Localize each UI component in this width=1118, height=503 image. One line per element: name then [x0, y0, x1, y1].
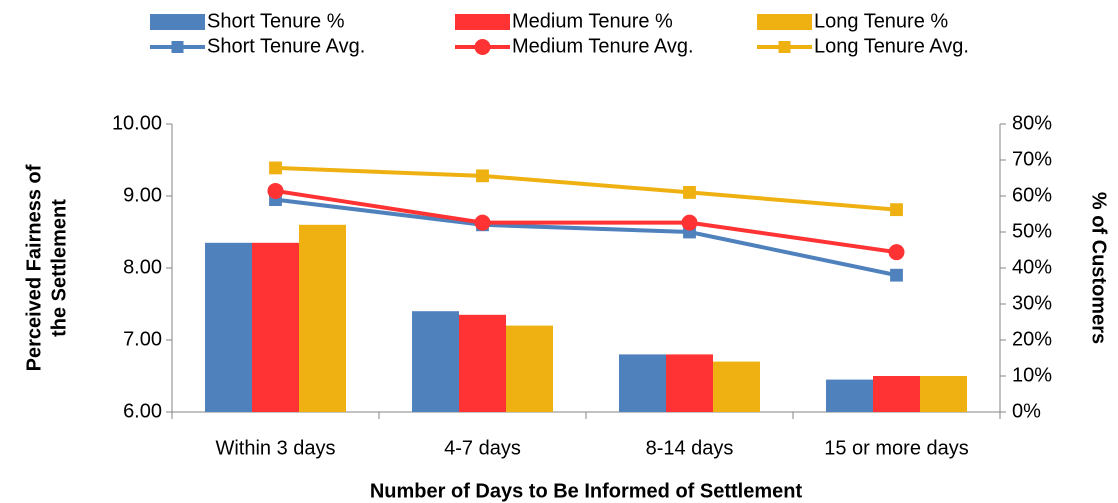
- line-marker: [474, 214, 491, 231]
- line: [275, 197, 897, 278]
- bar: [873, 376, 920, 412]
- legend-swatch: [757, 14, 812, 30]
- y-tick-label: 8.00: [123, 256, 162, 278]
- bar: [205, 242, 252, 412]
- y-axis-title: Perceived Fairness of: [23, 164, 45, 371]
- y2-tick-label: 60%: [1012, 184, 1052, 206]
- legend-label: Medium Tenure %: [512, 10, 673, 32]
- y2-tick-label: 50%: [1012, 220, 1052, 242]
- y-tick-label: 6.00: [123, 400, 162, 422]
- line-marker: [888, 244, 905, 261]
- line-marker: [269, 161, 282, 175]
- bar: [299, 224, 346, 412]
- legend-swatch: [150, 14, 205, 30]
- line: [275, 165, 897, 212]
- legend-label: Long Tenure %: [814, 10, 948, 32]
- bar: [506, 325, 553, 412]
- bar: [619, 354, 666, 412]
- x-tick-label: 8-14 days: [646, 437, 734, 459]
- line: [275, 188, 897, 255]
- line-marker: [890, 268, 903, 282]
- bar: [412, 311, 459, 412]
- y2-tick-label: 30%: [1012, 292, 1052, 314]
- legend-marker: [474, 39, 491, 55]
- bar: [252, 242, 299, 412]
- x-tick-label: 4-7 days: [444, 437, 521, 459]
- bar: [459, 314, 506, 412]
- y-axis-title: the Settlement: [48, 199, 70, 337]
- legend-label: Short Tenure Avg.: [207, 35, 365, 57]
- legend-label: Short Tenure %: [207, 10, 345, 32]
- line-marker: [267, 182, 284, 199]
- y2-axis-title: % of Customers: [1088, 192, 1110, 344]
- bar: [826, 379, 873, 412]
- legend-swatch: [455, 14, 510, 30]
- line-marker: [683, 186, 696, 199]
- line-marker: [681, 214, 698, 231]
- legend-marker: [778, 41, 791, 53]
- y2-tick-label: 0%: [1012, 400, 1041, 422]
- line-marker: [476, 169, 489, 183]
- legend-marker: [171, 41, 184, 53]
- y2-tick-label: 70%: [1012, 148, 1052, 170]
- y2-tick-label: 80%: [1012, 112, 1052, 134]
- x-tick-label: 15 or more days: [824, 437, 969, 459]
- x-axis-title: Number of Days to Be Informed of Settlem…: [370, 480, 803, 502]
- y-tick-label: 7.00: [123, 328, 162, 350]
- legend-label: Long Tenure Avg.: [814, 35, 969, 57]
- x-tick-label: Within 3 days: [215, 437, 335, 459]
- y-tick-label: 10.00: [112, 112, 162, 134]
- y2-tick-label: 40%: [1012, 256, 1052, 278]
- bar: [713, 361, 760, 412]
- y-tick-label: 9.00: [123, 184, 162, 206]
- bar: [920, 376, 967, 412]
- line-marker: [890, 203, 903, 217]
- bar: [666, 354, 713, 412]
- legend-label: Medium Tenure Avg.: [512, 35, 694, 57]
- y2-tick-label: 10%: [1012, 364, 1052, 386]
- y2-tick-label: 20%: [1012, 328, 1052, 350]
